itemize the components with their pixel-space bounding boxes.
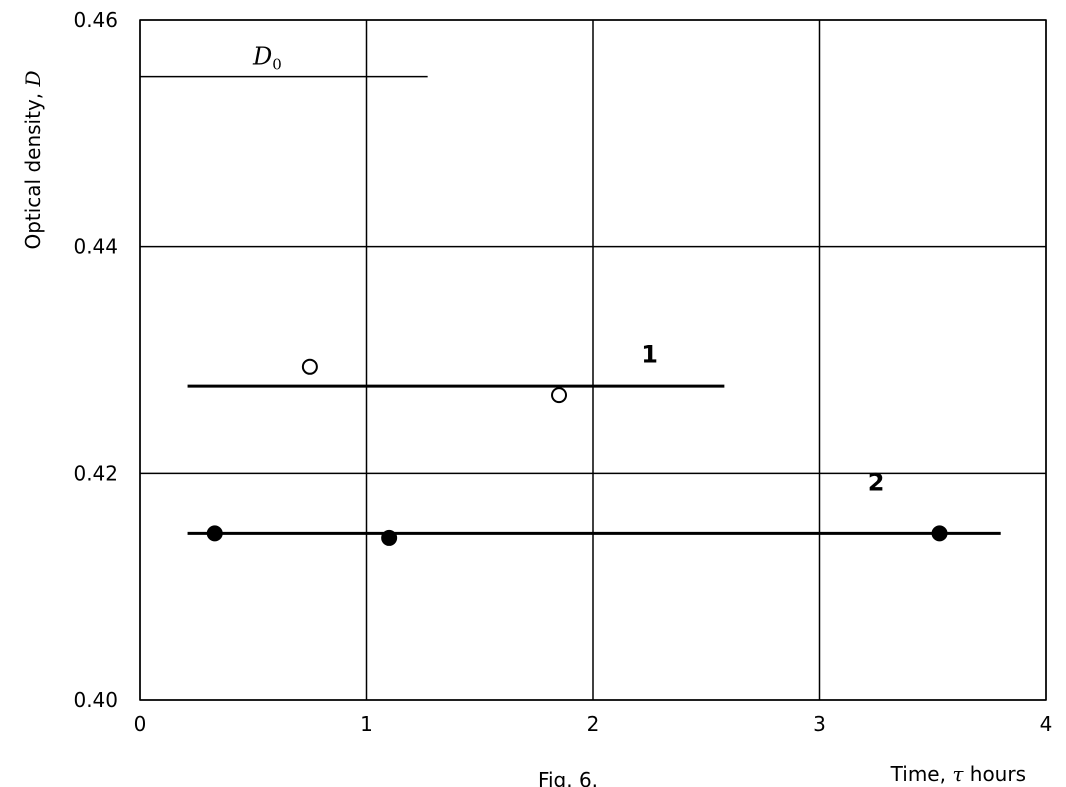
plot-frame	[139, 19, 1047, 701]
series-label-1: 1	[641, 340, 658, 368]
y-tick-label: 0.40	[73, 688, 118, 712]
data-point-series-2	[206, 525, 223, 542]
fit-lines	[187, 384, 1001, 535]
y-tick-labels: 0.40 0.42 0.44 0.46	[73, 8, 118, 712]
y-axis-label-text: Optical density,	[21, 87, 45, 250]
x-axis-label: Time, τ hours	[890, 762, 1026, 786]
y-tick-label: 0.42	[73, 461, 118, 485]
x-tick-label: 3	[813, 712, 826, 736]
x-tick-label: 2	[587, 712, 600, 736]
x-tick-label: 0	[134, 712, 147, 736]
x-axis-label-text: Time,	[890, 762, 953, 786]
y-tick-label: 0.46	[73, 8, 118, 32]
series-label-2: 2	[868, 468, 885, 496]
y-tick-label: 0.44	[73, 235, 118, 259]
reference-line-group: D0	[140, 43, 428, 78]
series-labels: 12	[641, 340, 884, 496]
data-point-series-1	[551, 387, 568, 404]
reference-line-label: D0	[252, 43, 282, 74]
grid	[139, 19, 1047, 701]
reference-line-symbol: D	[252, 43, 272, 71]
x-axis-label-symbol: τ	[952, 762, 964, 786]
x-tick-label: 4	[1040, 712, 1053, 736]
x-tick-label: 1	[360, 712, 373, 736]
y-axis-label: Optical density, D	[21, 70, 45, 249]
data-point-series-1	[301, 358, 318, 375]
data-point-series-2	[931, 525, 948, 542]
y-axis-label-symbol: D	[21, 70, 45, 87]
data-points	[206, 358, 948, 546]
data-point-series-2	[381, 529, 398, 546]
x-tick-labels: 0 1 2 3 4	[134, 712, 1053, 736]
reference-line-subscript: 0	[272, 56, 282, 74]
figure-caption: Fig. 6.	[538, 768, 598, 787]
x-axis-label-unit: hours	[963, 762, 1026, 786]
